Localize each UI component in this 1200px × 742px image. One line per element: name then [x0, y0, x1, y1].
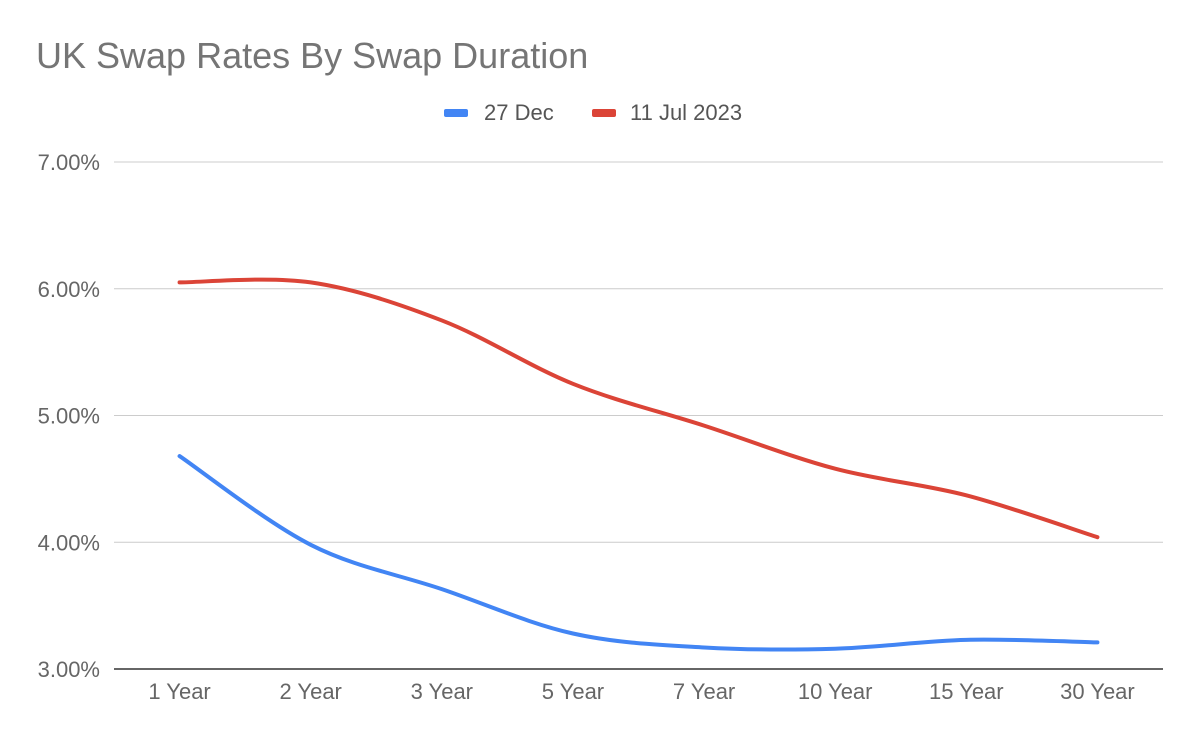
x-tick-label: 3 Year [411, 679, 473, 704]
y-tick-label: 7.00% [38, 150, 100, 175]
gridlines [114, 161, 1163, 670]
x-tick-label: 10 Year [798, 679, 873, 704]
x-tick-label: 7 Year [673, 679, 735, 704]
x-tick-label: 2 Year [279, 679, 341, 704]
series-lines [177, 277, 1100, 652]
y-axis-ticks: 3.00% 4.00% 5.00% 6.00% 7.00% [38, 150, 100, 682]
y-tick-label: 5.00% [38, 404, 100, 429]
x-tick-label: 30 Year [1060, 679, 1135, 704]
legend: 27 Dec 11 Jul 2023 [444, 100, 742, 125]
legend-swatch-11-jul-2023 [592, 109, 616, 117]
legend-swatch-27-dec [444, 109, 468, 117]
y-tick-label: 6.00% [38, 277, 100, 302]
y-tick-label: 4.00% [38, 530, 100, 555]
x-axis-ticks: 1 Year 2 Year 3 Year 5 Year 7 Year 10 Year 15 … [148, 679, 1134, 704]
series-line-11-jul-2023 [177, 277, 1100, 540]
y-tick-label: 3.00% [38, 657, 100, 682]
x-tick-label: 15 Year [929, 679, 1004, 704]
legend-label-11-jul-2023: 11 Jul 2023 [630, 100, 742, 125]
x-tick-label: 5 Year [542, 679, 604, 704]
legend-label-27-dec: 27 Dec [484, 100, 554, 125]
x-tick-label: 1 Year [148, 679, 210, 704]
series-line-27-dec [177, 454, 1100, 652]
chart-title: UK Swap Rates By Swap Duration [36, 35, 588, 76]
